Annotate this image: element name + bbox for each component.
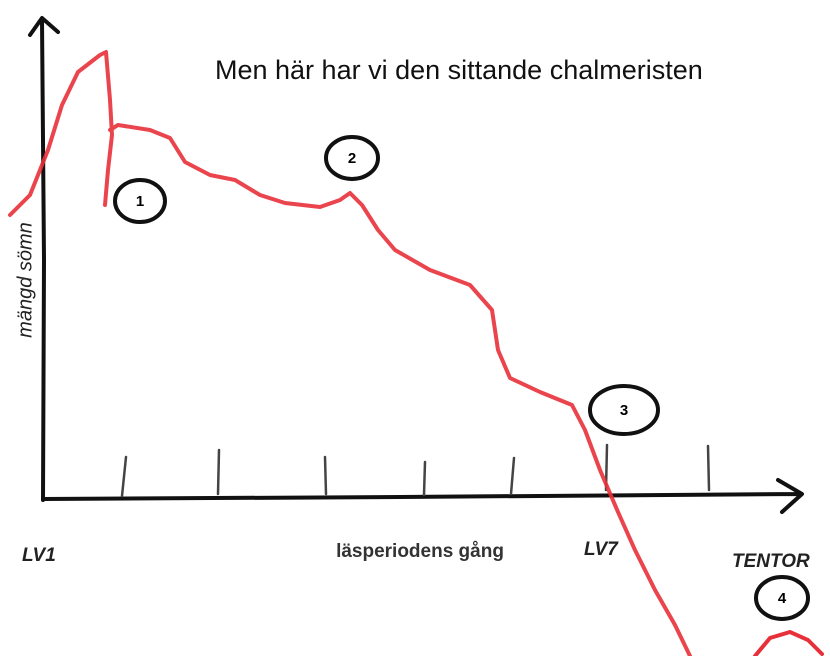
marker-circle [324, 135, 380, 181]
marker-label: 1 [136, 193, 144, 210]
marker: 3 [588, 384, 660, 436]
marker-circle [113, 178, 167, 224]
marker-label: 4 [778, 590, 787, 607]
x-label: TENTOR [732, 551, 810, 572]
marker: 4 [754, 575, 810, 621]
x-label: LV1 [22, 545, 56, 566]
marker: 2 [324, 135, 380, 181]
marker-label: 3 [620, 402, 628, 419]
tick [120, 455, 128, 498]
marker-label: 2 [348, 150, 356, 167]
tick [323, 455, 328, 496]
marker-circle [588, 384, 660, 436]
x-label: LV7 [584, 539, 619, 560]
tick [422, 460, 427, 497]
y-axis-label: mängd sömn [14, 222, 36, 338]
marker-circle [754, 575, 810, 621]
tick [216, 448, 221, 496]
y-axis [28, 16, 60, 502]
ticks [120, 443, 711, 498]
tick [509, 456, 516, 496]
x-axis-label: läsperiodens gång [336, 541, 504, 562]
sleep-curve-end [753, 629, 824, 656]
x-axis [41, 478, 804, 514]
sleep-curve [8, 50, 692, 656]
title: Men här har vi den sittande chalmeristen [215, 55, 703, 85]
marker: 1 [113, 178, 167, 224]
tick [706, 444, 711, 492]
